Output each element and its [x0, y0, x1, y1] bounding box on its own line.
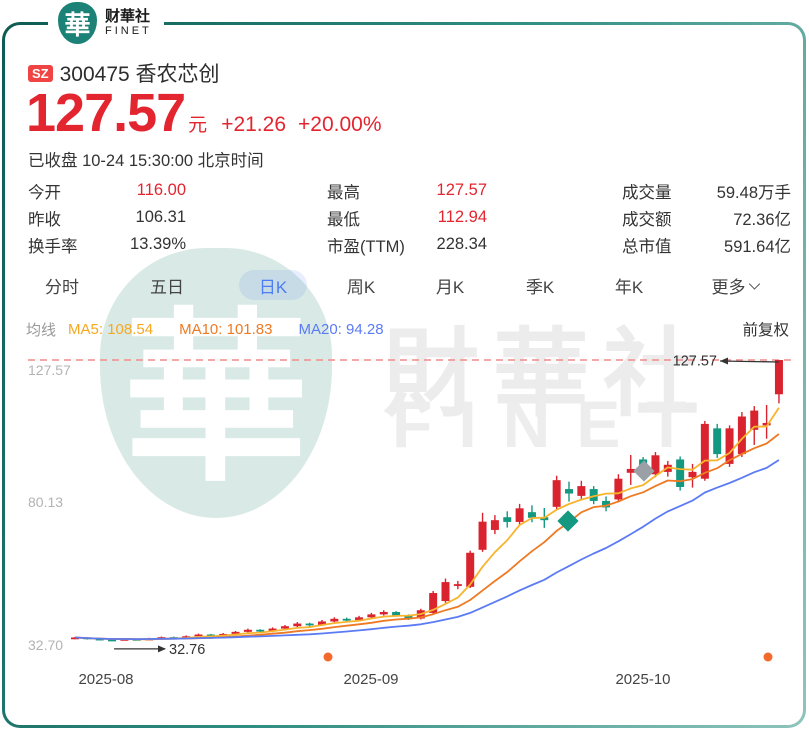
stat-market-cap: 总市值 591.64亿: [622, 237, 791, 256]
tab-weekly-k[interactable]: 周K: [346, 277, 376, 297]
tab-monthly-k[interactable]: 月K: [435, 277, 465, 297]
watermark-en: FINET: [392, 387, 713, 461]
period-tabbar: 分时 五日 日K 周K 月K 季K 年K 更多: [0, 270, 809, 302]
market-status: 已收盘 10-24 15:30:00 北京时间: [28, 152, 264, 170]
y-tick-top: 127.57: [28, 362, 71, 378]
stat-high: 最高 127.57: [327, 181, 487, 202]
chevron-down-icon: [748, 277, 761, 290]
tab-5day[interactable]: 五日: [150, 277, 184, 297]
brand-name-cn: 财華社: [105, 7, 151, 25]
price-change-pct: +20.00%: [298, 113, 382, 136]
x-label-oct: 2025-10: [615, 671, 671, 688]
currency-label: 元: [188, 115, 208, 136]
stat-turnover-rate: 换手率 13.39%: [28, 235, 186, 256]
exchange-badge: SZ: [28, 64, 53, 82]
stat-prev-close: 昨收 106.31: [28, 208, 186, 229]
adjust-mode-button[interactable]: 前复权: [742, 322, 789, 339]
stat-open: 今开 116.00: [28, 181, 186, 202]
tab-more[interactable]: 更多: [712, 270, 761, 300]
stat-amount: 成交额 72.36亿: [622, 210, 791, 229]
tab-minute[interactable]: 分时: [45, 277, 79, 297]
candlestick-chart[interactable]: 127.57 32.76: [0, 345, 809, 705]
watermark-cn: 財華社: [383, 321, 713, 428]
last-price: 127.57: [26, 83, 186, 143]
brand-name-en: FINET: [105, 24, 152, 37]
ma10-legend: MA10: 101.83: [179, 320, 273, 338]
stat-pe-ttm: 市盈(TTM) 228.34: [327, 235, 487, 256]
svg-text:32.76: 32.76: [169, 642, 205, 658]
watermark-seal-icon: 華: [100, 248, 332, 518]
quote-card-border: [2, 22, 806, 728]
finet-seal-icon: 華: [58, 2, 97, 44]
active-tab-pill: [239, 270, 307, 300]
stat-low: 最低 112.94: [327, 208, 487, 229]
svg-text:127.57: 127.57: [673, 354, 717, 370]
ma20-legend: MA20: 94.28: [298, 320, 384, 338]
price-change: +21.26: [221, 113, 287, 136]
finet-logo: 華 财華社 FINET: [48, 0, 164, 46]
tab-yearly-k[interactable]: 年K: [614, 277, 644, 297]
x-label-sep: 2025-09: [343, 671, 399, 688]
stock-title: 300475 香农芯创: [59, 63, 220, 86]
tab-daily-k[interactable]: 日K: [258, 277, 288, 297]
tab-quarterly-k[interactable]: 季K: [525, 277, 555, 297]
y-tick-bottom: 32.70: [28, 637, 64, 653]
x-label-aug: 2025-08: [78, 671, 134, 688]
stat-volume: 成交量 59.48万手: [622, 183, 791, 202]
ma5-legend: MA5: 108.54: [68, 320, 154, 338]
y-tick-middle: 80.13: [28, 494, 64, 510]
ma-prefix-label: 均线: [26, 321, 57, 339]
